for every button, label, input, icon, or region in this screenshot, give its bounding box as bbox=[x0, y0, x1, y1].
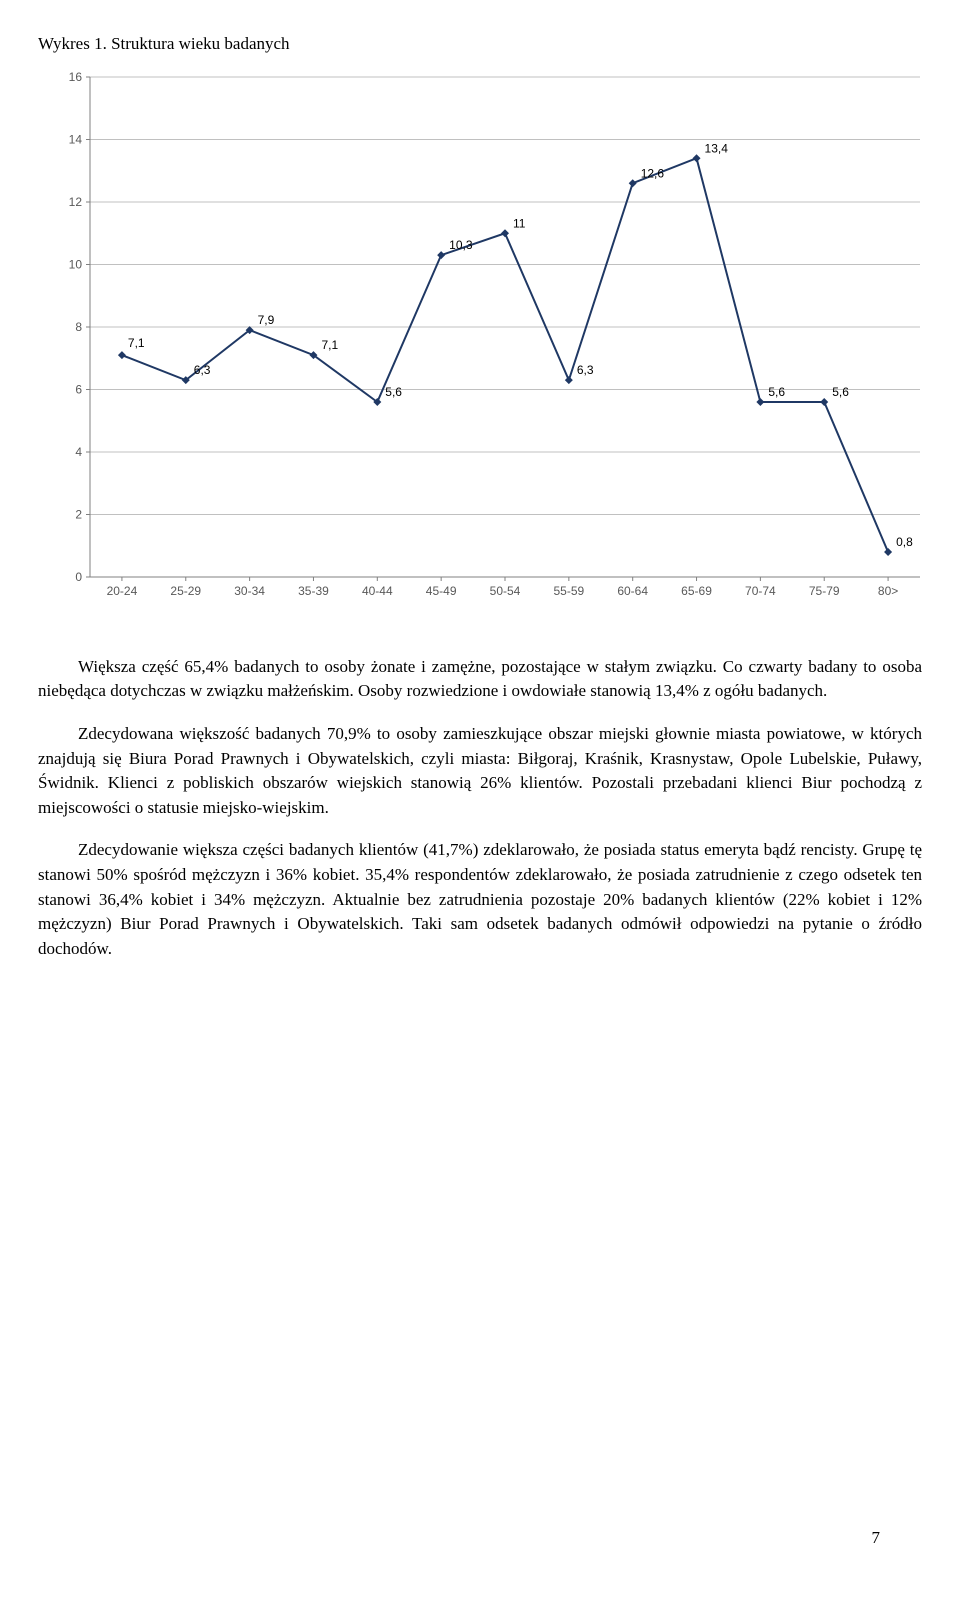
svg-text:30-34: 30-34 bbox=[234, 584, 265, 598]
svg-text:6,3: 6,3 bbox=[194, 363, 211, 377]
chart-title: Wykres 1. Struktura wieku badanych bbox=[38, 32, 922, 57]
svg-text:13,4: 13,4 bbox=[705, 141, 729, 155]
svg-text:25-29: 25-29 bbox=[170, 584, 201, 598]
svg-text:6: 6 bbox=[75, 382, 82, 396]
age-structure-chart: 0 2 4 6 8 10 12 14 16 20-24 25-29 30-34 35-39 40-44 45… bbox=[50, 67, 922, 627]
svg-text:75-79: 75-79 bbox=[809, 584, 840, 598]
page-number: 7 bbox=[872, 1526, 881, 1551]
svg-text:10,3: 10,3 bbox=[449, 238, 473, 252]
svg-text:55-59: 55-59 bbox=[553, 584, 584, 598]
svg-text:5,6: 5,6 bbox=[385, 385, 402, 399]
svg-text:0,8: 0,8 bbox=[896, 535, 913, 549]
svg-text:16: 16 bbox=[69, 70, 83, 84]
svg-text:5,6: 5,6 bbox=[768, 385, 785, 399]
svg-text:12: 12 bbox=[69, 195, 83, 209]
svg-text:45-49: 45-49 bbox=[426, 584, 457, 598]
svg-text:14: 14 bbox=[69, 132, 83, 146]
svg-text:4: 4 bbox=[75, 445, 82, 459]
svg-text:80>: 80> bbox=[878, 584, 898, 598]
svg-text:5,6: 5,6 bbox=[832, 385, 849, 399]
svg-text:12,6: 12,6 bbox=[641, 166, 665, 180]
svg-text:60-64: 60-64 bbox=[617, 584, 648, 598]
svg-text:7,9: 7,9 bbox=[258, 313, 275, 327]
svg-text:2: 2 bbox=[75, 507, 82, 521]
svg-text:50-54: 50-54 bbox=[490, 584, 521, 598]
svg-text:11: 11 bbox=[513, 216, 526, 230]
paragraph-3: Zdecydowanie większa części badanych kli… bbox=[38, 838, 922, 961]
svg-text:40-44: 40-44 bbox=[362, 584, 393, 598]
svg-text:8: 8 bbox=[75, 320, 82, 334]
svg-text:10: 10 bbox=[69, 257, 83, 271]
svg-text:35-39: 35-39 bbox=[298, 584, 329, 598]
svg-text:65-69: 65-69 bbox=[681, 584, 712, 598]
svg-text:70-74: 70-74 bbox=[745, 584, 776, 598]
svg-text:6,3: 6,3 bbox=[577, 363, 594, 377]
svg-text:7,1: 7,1 bbox=[321, 338, 338, 352]
svg-text:0: 0 bbox=[75, 570, 82, 584]
paragraph-1: Większa część 65,4% badanych to osoby żo… bbox=[38, 655, 922, 704]
svg-text:20-24: 20-24 bbox=[107, 584, 138, 598]
paragraph-2: Zdecydowana większość badanych 70,9% to … bbox=[38, 722, 922, 821]
svg-text:7,1: 7,1 bbox=[128, 336, 145, 350]
